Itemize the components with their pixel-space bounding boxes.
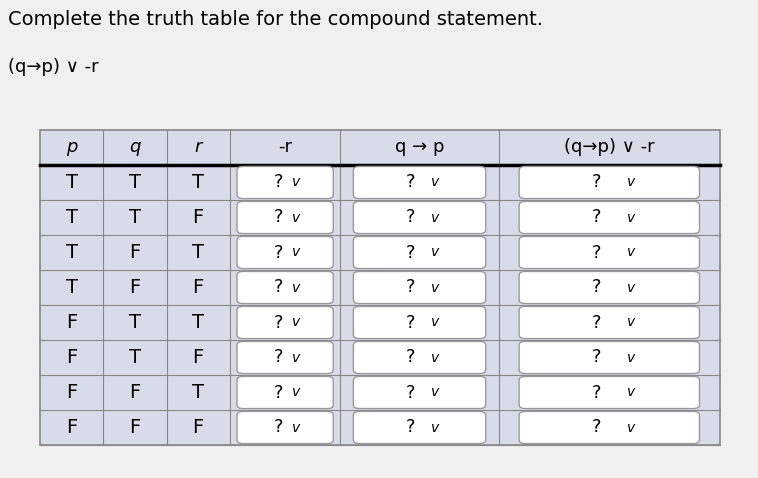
Text: v: v <box>628 175 635 189</box>
Text: v: v <box>431 315 440 329</box>
Text: F: F <box>130 278 140 297</box>
Text: v: v <box>431 350 440 365</box>
Text: T: T <box>192 313 204 332</box>
Text: v: v <box>431 210 440 225</box>
Text: F: F <box>193 278 204 297</box>
Text: T: T <box>129 348 141 367</box>
Text: v: v <box>628 385 635 400</box>
Text: v: v <box>292 350 300 365</box>
Text: ?: ? <box>274 348 283 367</box>
Text: v: v <box>628 350 635 365</box>
Text: T: T <box>192 383 204 402</box>
Text: q → p: q → p <box>395 139 444 156</box>
Text: ?: ? <box>274 419 283 436</box>
Text: T: T <box>129 208 141 227</box>
Text: -r: -r <box>278 139 292 156</box>
Text: v: v <box>431 281 440 294</box>
Text: r: r <box>195 139 202 156</box>
Text: ?: ? <box>406 279 415 296</box>
Text: F: F <box>130 383 140 402</box>
Text: ?: ? <box>274 383 283 402</box>
Text: ?: ? <box>274 279 283 296</box>
Text: ?: ? <box>274 208 283 227</box>
Text: v: v <box>628 421 635 435</box>
Text: v: v <box>431 246 440 260</box>
Text: ?: ? <box>406 419 415 436</box>
Text: F: F <box>66 383 77 402</box>
Text: v: v <box>628 281 635 294</box>
Text: v: v <box>292 315 300 329</box>
Text: T: T <box>66 208 77 227</box>
Text: v: v <box>292 175 300 189</box>
Text: T: T <box>129 173 141 192</box>
Text: ?: ? <box>406 348 415 367</box>
Text: ?: ? <box>406 243 415 261</box>
Text: ?: ? <box>591 383 601 402</box>
Text: ?: ? <box>591 174 601 192</box>
Text: v: v <box>431 175 440 189</box>
Text: ?: ? <box>406 314 415 332</box>
Text: ?: ? <box>406 174 415 192</box>
Text: T: T <box>192 173 204 192</box>
Text: v: v <box>292 210 300 225</box>
Text: T: T <box>66 278 77 297</box>
Text: ?: ? <box>591 314 601 332</box>
Text: v: v <box>292 246 300 260</box>
Text: v: v <box>431 385 440 400</box>
Text: F: F <box>193 208 204 227</box>
Text: (q→p) ∨ -r: (q→p) ∨ -r <box>564 139 655 156</box>
Text: ?: ? <box>591 243 601 261</box>
Text: ?: ? <box>591 419 601 436</box>
Text: T: T <box>129 313 141 332</box>
Text: v: v <box>292 281 300 294</box>
Text: T: T <box>66 243 77 262</box>
Text: F: F <box>193 348 204 367</box>
Text: v: v <box>628 210 635 225</box>
Text: T: T <box>192 243 204 262</box>
Text: F: F <box>130 418 140 437</box>
Text: ?: ? <box>591 279 601 296</box>
Text: v: v <box>292 421 300 435</box>
Text: F: F <box>130 243 140 262</box>
Text: ?: ? <box>406 208 415 227</box>
Text: F: F <box>66 313 77 332</box>
Text: F: F <box>66 348 77 367</box>
Text: v: v <box>292 385 300 400</box>
Text: ?: ? <box>591 208 601 227</box>
Text: F: F <box>193 418 204 437</box>
Text: ?: ? <box>274 174 283 192</box>
Text: F: F <box>66 418 77 437</box>
Text: v: v <box>431 421 440 435</box>
Text: ?: ? <box>591 348 601 367</box>
Text: p: p <box>66 139 77 156</box>
Text: ?: ? <box>274 243 283 261</box>
Text: T: T <box>66 173 77 192</box>
Text: (q→p) ∨ -r: (q→p) ∨ -r <box>8 58 99 76</box>
Text: q: q <box>129 139 140 156</box>
Text: v: v <box>628 315 635 329</box>
Text: v: v <box>628 246 635 260</box>
Text: ?: ? <box>274 314 283 332</box>
Text: ?: ? <box>406 383 415 402</box>
Text: Complete the truth table for the compound statement.: Complete the truth table for the compoun… <box>8 10 543 29</box>
